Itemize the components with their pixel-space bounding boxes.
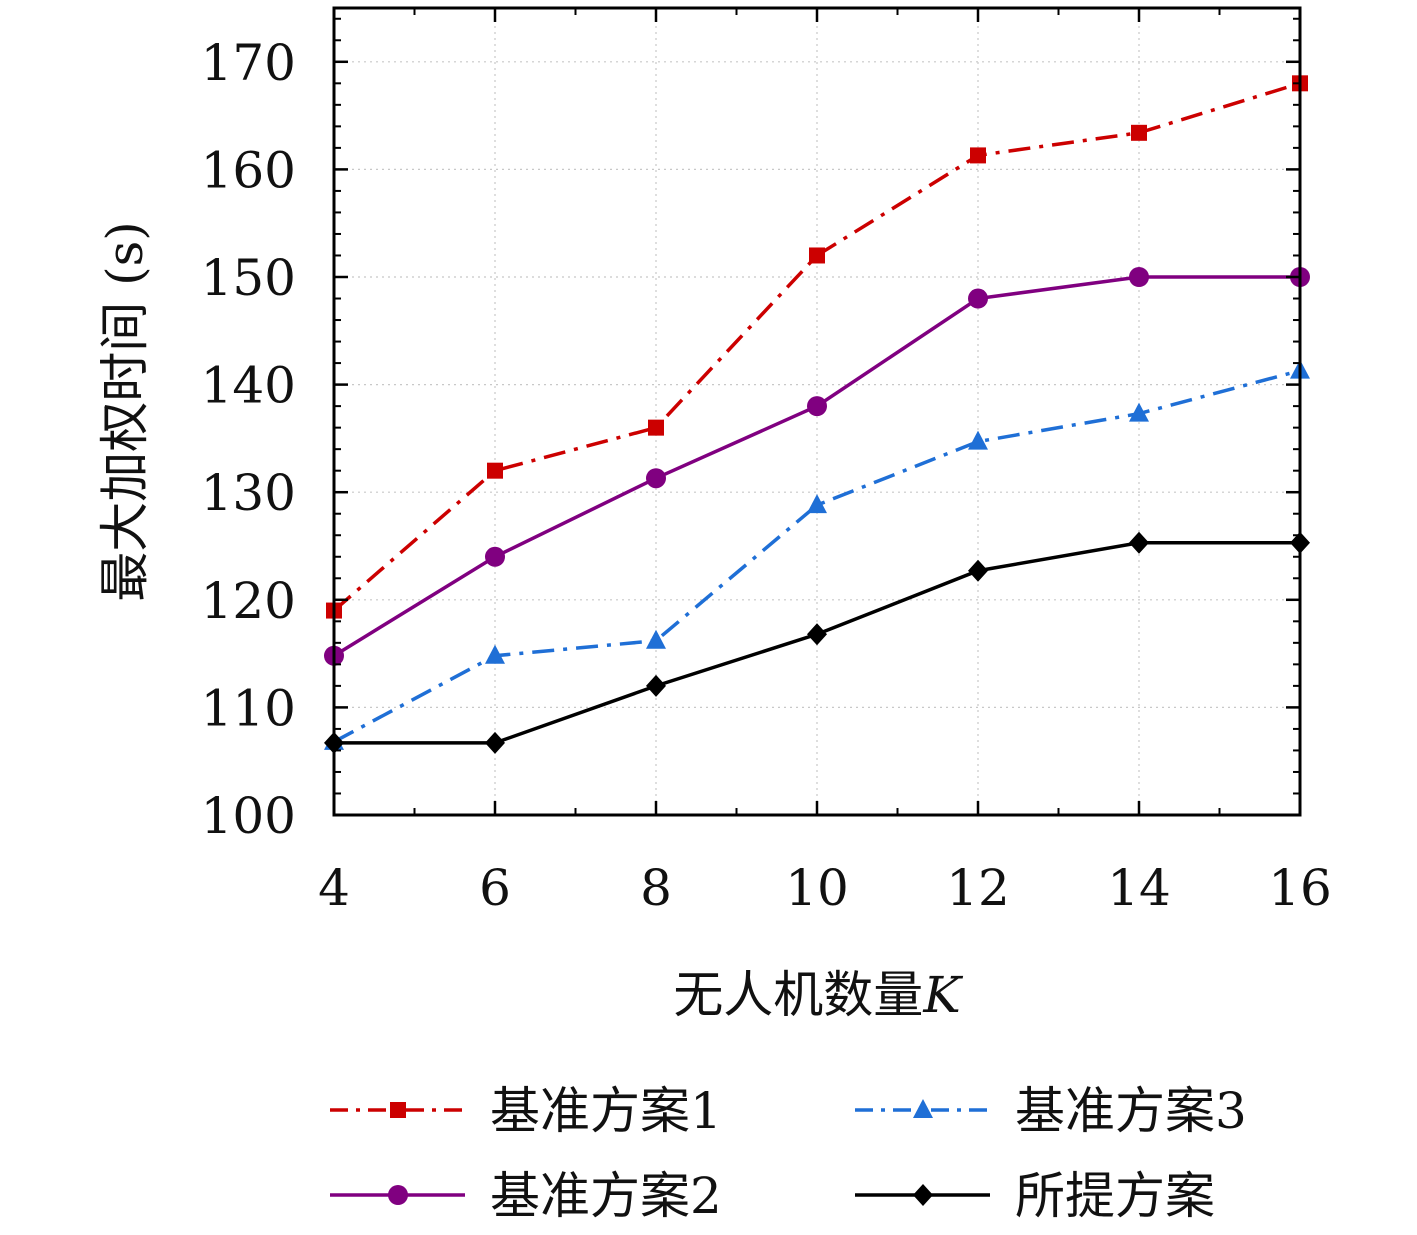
x-tick-label: 4 [318, 859, 350, 917]
legend-item-3: 基准方案3 [855, 1082, 1247, 1140]
data-point [970, 147, 986, 164]
data-point [968, 559, 988, 582]
y-tick-label: 130 [201, 464, 296, 522]
data-point [809, 247, 825, 264]
series-2 [324, 267, 1310, 666]
data-point [968, 430, 988, 450]
data-point [968, 288, 988, 309]
legend-label: 基准方案1 [490, 1082, 722, 1140]
x-tick-label: 14 [1107, 859, 1171, 917]
y-tick-label: 170 [201, 34, 296, 92]
legend-marker [390, 1102, 406, 1118]
x-tick-label: 6 [479, 859, 511, 917]
data-point [807, 396, 827, 417]
x-tick-label: 8 [640, 859, 672, 917]
legend-marker [388, 1185, 408, 1205]
data-point [485, 644, 505, 664]
data-point [646, 468, 666, 489]
legend-label: 基准方案2 [490, 1167, 722, 1225]
y-tick-label: 150 [201, 249, 296, 307]
data-point [1129, 402, 1149, 422]
data-point [646, 674, 666, 697]
data-point [807, 623, 827, 646]
x-axis-title-text: 无人机数量 [673, 966, 923, 1024]
legend-marker [913, 1099, 933, 1118]
x-axis-title-variable: K [922, 966, 963, 1024]
y-tick-label: 100 [201, 787, 296, 845]
tick-label-layer: 100 110 120 130 140 150 160 170 4 6 8 10 12 14 16 [201, 34, 1332, 917]
x-tick-label: 10 [785, 859, 849, 917]
legend: 基准方案1 基准方案2 基准方案3 所提方案 [330, 1082, 1247, 1225]
data-point [648, 419, 664, 436]
data-point [485, 546, 505, 567]
legend-label: 所提方案 [1015, 1167, 1215, 1225]
data-point [646, 629, 666, 649]
legend-label: 基准方案3 [1015, 1082, 1247, 1140]
tick-layer [332, 8, 1302, 817]
series-3 [324, 359, 1310, 750]
data-point [487, 462, 503, 479]
series-1 [326, 75, 1308, 619]
legend-item-2: 基准方案2 [330, 1167, 722, 1225]
data-point [1129, 267, 1149, 287]
data-point [485, 731, 505, 754]
x-tick-label: 16 [1268, 859, 1332, 917]
y-tick-label: 160 [201, 141, 296, 199]
legend-marker [913, 1184, 933, 1206]
x-axis-title: 无人机数量K [673, 966, 963, 1024]
y-axis-title: 最大加权时间 (s) [96, 221, 154, 602]
data-point [1131, 124, 1147, 141]
y-tick-label: 110 [201, 679, 296, 737]
data-point [807, 494, 827, 514]
y-tick-label: 120 [201, 572, 296, 630]
legend-item-1: 基准方案1 [330, 1082, 722, 1140]
series-4 [324, 531, 1310, 754]
legend-item-4: 所提方案 [855, 1167, 1215, 1225]
data-point [1129, 531, 1149, 554]
x-tick-label: 12 [946, 859, 1010, 917]
y-tick-label: 140 [201, 357, 296, 415]
